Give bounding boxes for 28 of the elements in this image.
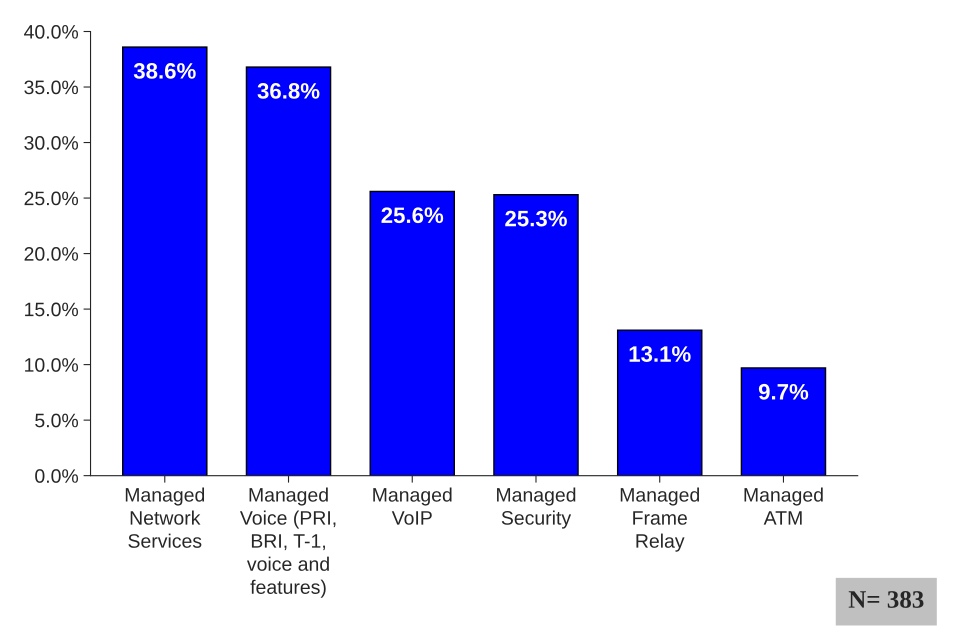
data-label: 13.1% <box>630 346 691 362</box>
bar <box>369 190 456 476</box>
x-tick-label: Managed Voice (PRI, BRI, T-1, voice and features) <box>240 487 336 598</box>
y-tick-label: 0.0% <box>35 469 78 483</box>
bar <box>246 66 332 476</box>
y-tick-label: 25.0% <box>24 192 78 206</box>
data-label: 25.6% <box>382 207 444 224</box>
bar <box>740 367 826 476</box>
text: N= 383 <box>848 591 924 608</box>
y-tick-label: 40.0% <box>24 24 78 39</box>
y-tick-label: 10.0% <box>25 358 78 372</box>
x-tick-label: Managed ATM <box>744 487 823 525</box>
data-label: 9.7% <box>758 384 808 400</box>
x-tick-label: Managed VoIP <box>373 487 452 525</box>
x-tick-label: Managed Frame Relay <box>620 487 700 552</box>
bar <box>616 329 702 476</box>
y-tick-label: 35.0% <box>24 80 78 94</box>
x-tick-label: Managed Security <box>497 487 576 529</box>
y-tick-label: 20.0% <box>24 247 78 261</box>
y-tick-label: 15.0% <box>25 302 78 316</box>
bar <box>122 46 208 476</box>
bar <box>493 194 579 476</box>
data-label: 36.8% <box>258 83 320 99</box>
data-label: 38.6% <box>134 63 196 79</box>
data-label: 25.3% <box>505 210 567 226</box>
y-tick-label: 5.0% <box>35 414 78 428</box>
y-tick-label: 30.0% <box>24 136 78 150</box>
x-tick-label: Managed Network Services <box>126 487 204 548</box>
